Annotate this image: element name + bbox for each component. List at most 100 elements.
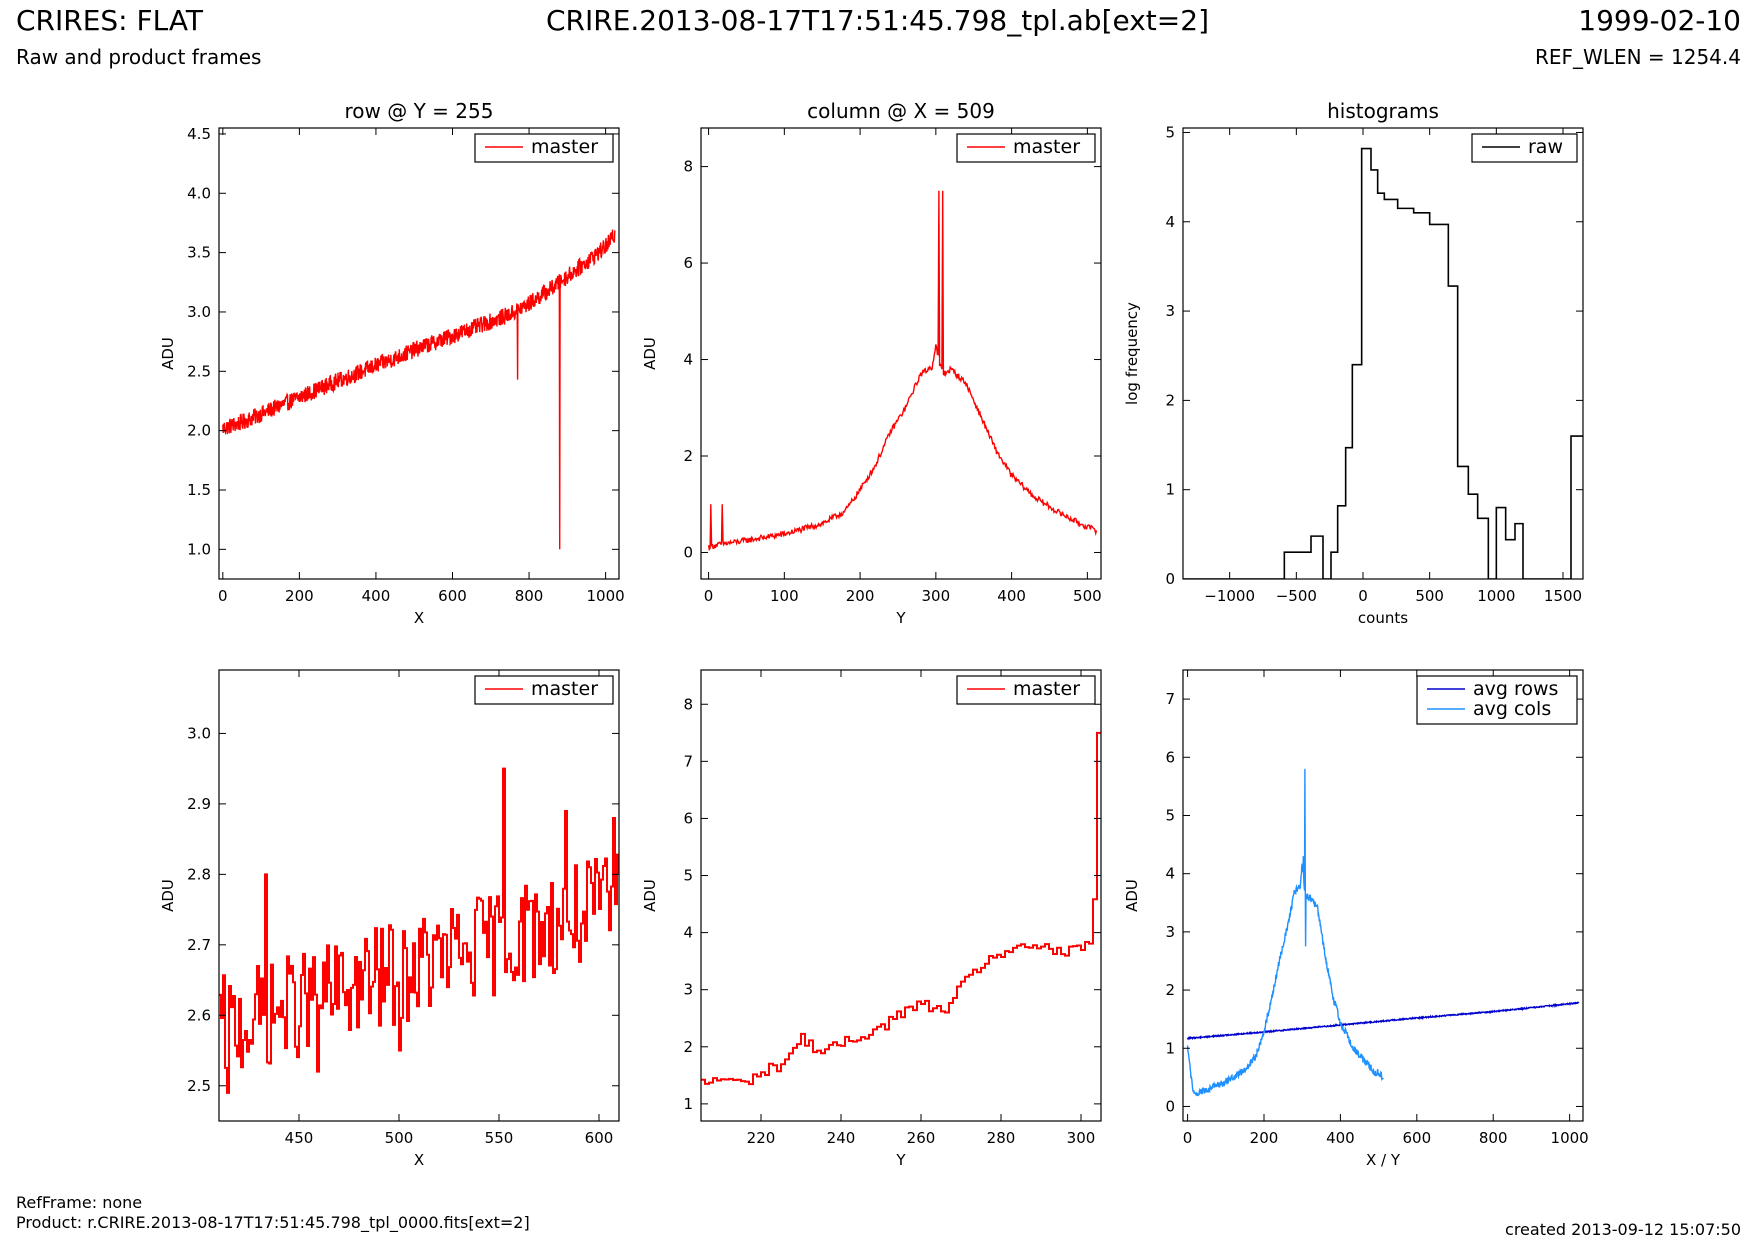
axes-frame: [218, 669, 620, 1122]
y-tick-label: 3.5: [187, 244, 211, 262]
y-tick-label: 4: [683, 924, 693, 942]
x-axis-label: Y: [895, 609, 906, 627]
x-tick-label: 450: [285, 1129, 314, 1147]
series-line-avg-rows: [1186, 1001, 1580, 1041]
x-tick-label: 300: [922, 587, 951, 605]
y-tick-label: 7: [1165, 690, 1175, 708]
plot-area: [222, 229, 616, 550]
x-tick-label: 600: [1402, 1129, 1431, 1147]
chart-panel-1: 0 200 400 600 800 1000 1.0 1.5 2.0 2.5 3.0 3.5 4.0 4.…: [159, 99, 625, 627]
file-name: CRIRE.2013-08-17T17:51:45.798_tpl.ab[ext…: [545, 4, 1209, 37]
x-tick-label: 0: [1183, 1129, 1193, 1147]
y-tick-label: 1: [1165, 1039, 1175, 1057]
legend-box: [956, 675, 1096, 705]
y-axis-label: ADU: [641, 879, 659, 912]
x-tick-label: 280: [987, 1129, 1016, 1147]
x-axis-label: X / Y: [1366, 1151, 1401, 1169]
y-tick-label: 4: [683, 351, 693, 369]
y-tick-label: 5: [1165, 123, 1175, 141]
x-tick-label: 100: [770, 587, 799, 605]
x-tick-label: 0: [218, 587, 228, 605]
x-tick-label: 200: [846, 587, 875, 605]
plot-area: [701, 731, 1101, 1086]
y-axis-label: ADU: [641, 337, 659, 370]
axes-frame: [218, 127, 620, 580]
legend-box: [1471, 133, 1578, 163]
series-line-master: [219, 767, 619, 1094]
x-axis-label: Y: [895, 1151, 906, 1169]
y-axis-label: log frequency: [1123, 302, 1141, 405]
x-tick-label: 240: [827, 1129, 856, 1147]
x-tick-label: 400: [362, 587, 391, 605]
x-tick-label: 400: [997, 587, 1026, 605]
y-tick-label: 7: [683, 752, 693, 770]
x-tick-label: 600: [438, 587, 467, 605]
y-tick-label: 0: [1165, 570, 1175, 588]
chart-panel-5: 220 240 260 280 300 1 2 3 4 5 6 7 8 Y ADU master: [641, 669, 1102, 1169]
y-tick-label: 0: [683, 543, 693, 561]
legend-label: master: [1013, 136, 1080, 158]
x-axis-label: counts: [1358, 609, 1408, 627]
legend: master: [474, 133, 614, 163]
legend-box: [956, 133, 1096, 163]
y-tick-label: 1.5: [187, 481, 211, 499]
series-line-master: [707, 190, 1098, 552]
x-tick-label: 550: [485, 1129, 514, 1147]
plot-area: [707, 190, 1098, 552]
created-timestamp: created 2013-09-12 15:07:50: [1505, 1220, 1741, 1239]
legend-label: master: [531, 678, 598, 700]
x-tick-label: 1000: [587, 587, 625, 605]
y-tick-label: 8: [683, 695, 693, 713]
legend-box: [1416, 675, 1578, 725]
x-tick-label: 1500: [1544, 587, 1582, 605]
page-title: CRIRES: FLAT: [16, 4, 203, 37]
x-tick-label: 0: [1358, 587, 1368, 605]
y-axis-label: ADU: [1123, 879, 1141, 912]
chart-title: column @ X = 509: [807, 99, 995, 123]
x-axis-label: X: [414, 1151, 424, 1169]
chart-title: histograms: [1327, 99, 1439, 123]
series-line-avg-cols: [1186, 768, 1384, 1097]
y-tick-label: 1: [683, 1095, 693, 1113]
series-line-master: [222, 229, 616, 550]
y-tick-label: 0: [1165, 1097, 1175, 1115]
y-tick-label: 2: [683, 1038, 693, 1056]
y-tick-label: 3: [1165, 923, 1175, 941]
series-line-raw: [1183, 147, 1583, 579]
legend: master: [474, 675, 614, 705]
plot-area: [1183, 147, 1583, 579]
axes-frame: [1182, 669, 1584, 1122]
y-tick-label: 3.0: [187, 724, 211, 742]
y-tick-label: 2: [1165, 391, 1175, 409]
y-tick-label: 4.5: [187, 125, 211, 143]
y-tick-label: 1.0: [187, 540, 211, 558]
x-tick-label: 1000: [1477, 587, 1515, 605]
legend-label: avg rows: [1473, 678, 1558, 700]
chart-panel-3: −1000 −500 0 500 1000 1500 0 1 2 3 4 5 histograms cou…: [1123, 99, 1584, 627]
legend-box: [474, 675, 614, 705]
y-tick-label: 5: [683, 867, 693, 885]
plot-area: [219, 767, 619, 1094]
x-tick-label: −1000: [1204, 587, 1255, 605]
x-axis-label: X: [414, 609, 424, 627]
plot-area: [1186, 768, 1580, 1097]
x-tick-label: 260: [907, 1129, 936, 1147]
y-tick-label: 2.5: [187, 362, 211, 380]
x-tick-label: 600: [585, 1129, 614, 1147]
axes-frame: [1182, 127, 1584, 580]
x-tick-label: 300: [1067, 1129, 1096, 1147]
x-tick-label: 800: [515, 587, 544, 605]
axes-frame: [700, 669, 1102, 1122]
y-tick-label: 6: [683, 254, 693, 272]
ref-wlen: REF_WLEN = 1254.4: [1534, 45, 1741, 69]
y-tick-label: 2.9: [187, 795, 211, 813]
x-tick-label: 500: [385, 1129, 414, 1147]
x-tick-label: 800: [1479, 1129, 1508, 1147]
axes-frame: [700, 127, 1102, 580]
chart-panel-6: 0 200 400 600 800 1000 0 1 2 3 4 5 6 7 X / Y ADU avg row…: [1123, 669, 1589, 1169]
page-subtitle: Raw and product frames: [16, 45, 262, 69]
y-axis-label: ADU: [159, 879, 177, 912]
x-tick-label: 200: [285, 587, 314, 605]
y-tick-label: 4.0: [187, 184, 211, 202]
